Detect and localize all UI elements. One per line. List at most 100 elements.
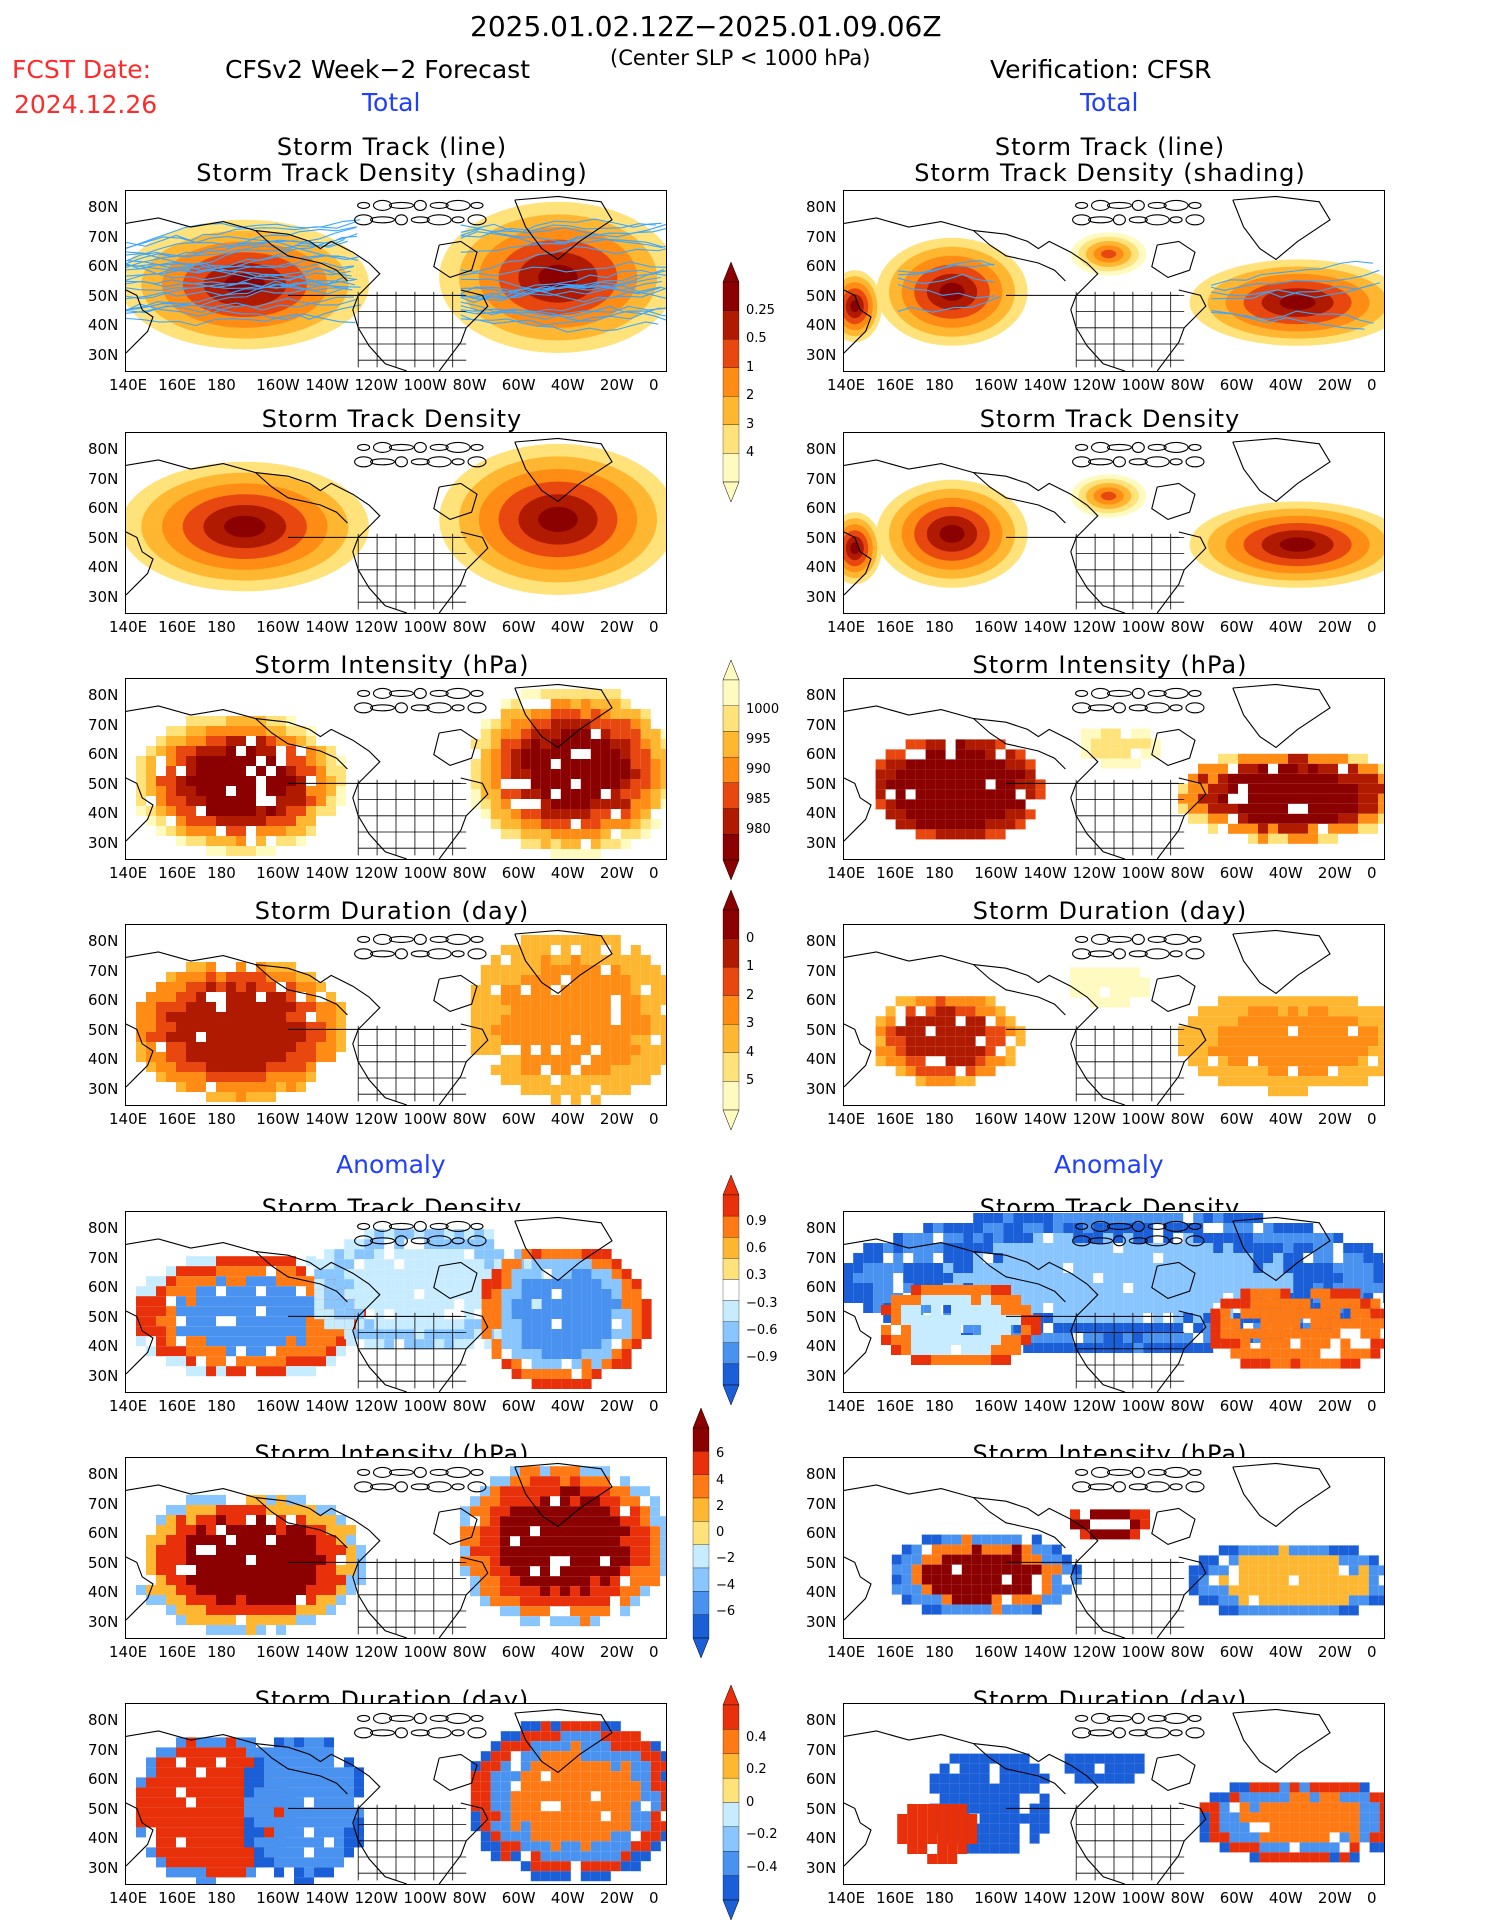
lon-tick-label: 140W [305, 864, 349, 882]
lon-tick-label: 120W [354, 618, 398, 636]
colorbar-arrow-top [722, 1174, 740, 1196]
colorbar-swatch [722, 705, 740, 732]
colorbar-swatch [722, 909, 740, 939]
lon-tick-label: 20W [1317, 1397, 1352, 1415]
lon-tick-label: 180 [925, 1643, 954, 1661]
lat-tick-label: 30N [88, 833, 119, 852]
lon-tick-label: 160W [256, 376, 300, 394]
colorbar-swatch [692, 1614, 710, 1639]
lon-tick-label: 140E [827, 864, 866, 882]
lat-tick-label: 60N [88, 1770, 119, 1788]
lon-tick-label: 60W [501, 864, 536, 882]
lon-tick-label: 60W [1219, 1110, 1254, 1128]
density-shading [844, 270, 882, 343]
left-column-title: CFSv2 Week−2 Forecast [225, 55, 530, 84]
lon-tick-label: 80W [452, 864, 487, 882]
colorbar-swatch [722, 338, 740, 368]
lat-tick-label: 60N [88, 991, 119, 1009]
colorbar-swatch [722, 834, 740, 861]
lon-tick-label: 100W [1121, 1889, 1165, 1907]
lon-tick-label: 140W [1023, 618, 1067, 636]
colorbar-label: 4 [746, 1044, 755, 1060]
lat-tick-label: 30N [806, 587, 837, 606]
title-intensity-right: Storm Intensity (hPa) [972, 651, 1248, 679]
colorbar-swatch [692, 1427, 710, 1452]
lat-tick-label: 50N [806, 528, 837, 547]
lon-tick-label: 140E [109, 376, 148, 394]
lon-tick-label: 40W [1268, 1110, 1303, 1128]
state-borders [1006, 779, 1185, 856]
panel-track-forecast [125, 190, 667, 372]
lon-tick-label: 160W [974, 1889, 1018, 1907]
lon-tick-label: 20W [1317, 618, 1352, 636]
colorbar-label: 0 [746, 930, 755, 946]
title-track-line-left: Storm Track (line) [276, 133, 508, 161]
density-shading [1070, 232, 1147, 276]
lon-tick-label: 100W [403, 1643, 447, 1661]
colorbar-swatch [722, 367, 740, 397]
colorbar-swatch [722, 1237, 740, 1259]
lon-tick-label: 100W [403, 376, 447, 394]
colorbar-arrow-bottom [722, 1899, 740, 1921]
colorbar-label: 3 [746, 1016, 755, 1032]
colorbar-swatch [692, 1521, 710, 1545]
lon-tick-label: 100W [403, 1889, 447, 1907]
right-column-title: Verification: CFSR [990, 55, 1212, 84]
lat-tick-label: 60N [88, 499, 119, 517]
lon-tick-label: 40W [550, 618, 585, 636]
lon-tick-label: 20W [1317, 1643, 1352, 1661]
lon-tick-label: 180 [207, 376, 236, 394]
colorbar-swatch [722, 1802, 740, 1828]
lon-tick-label: 140W [305, 376, 349, 394]
colorbar-label: 0.5 [746, 331, 767, 347]
lon-tick-label: 40W [1268, 376, 1303, 394]
lat-tick-label: 50N [88, 1020, 119, 1039]
lon-tick-label: 140W [305, 1643, 349, 1661]
lon-tick-label: 140E [109, 1889, 148, 1907]
lon-tick-label: 80W [1170, 1110, 1205, 1128]
lon-tick-label: 140E [827, 618, 866, 636]
colorbar-label: −6 [716, 1603, 736, 1619]
lat-tick-label: 60N [806, 1524, 837, 1542]
colorbar-swatch [722, 1753, 740, 1779]
lat-tick-label: 80N [806, 686, 837, 704]
lon-tick-label: 160W [974, 618, 1018, 636]
lon-tick-label: 80W [452, 1643, 487, 1661]
colorbar-label: 4 [746, 445, 755, 461]
anomaly-cells [470, 1721, 666, 1882]
lon-tick-label: 80W [452, 618, 487, 636]
colorbar-swatch [722, 1052, 740, 1082]
duration-cells [1178, 996, 1384, 1097]
lat-tick-label: 50N [88, 1307, 119, 1326]
lon-tick-label: 160E [876, 864, 915, 882]
colorbar-arrow-top [692, 1407, 710, 1429]
intensity-cells [470, 689, 666, 859]
lon-tick-label: 40W [1268, 1397, 1303, 1415]
lon-tick-label: 180 [207, 618, 236, 636]
colorbar-label: 980 [746, 822, 771, 837]
lat-tick-label: 60N [806, 1770, 837, 1788]
subtitle: (Center SLP < 1000 hPa) [610, 46, 871, 70]
title-intensity-left: Storm Intensity (hPa) [254, 651, 530, 679]
colorbar-label: −0.6 [746, 1322, 778, 1338]
panel-density-forecast [125, 432, 667, 614]
lat-tick-label: 50N [806, 1799, 837, 1818]
title-duration-left: Storm Duration (day) [254, 897, 530, 925]
lon-tick-label: 60W [1219, 376, 1254, 394]
lon-tick-label: 100W [1121, 1110, 1165, 1128]
lon-tick-label: 40W [550, 1889, 585, 1907]
lat-tick-label: 50N [806, 774, 837, 793]
lon-tick-label: 20W [599, 1397, 634, 1415]
density-shading [844, 512, 882, 585]
lon-tick-label: 60W [501, 376, 536, 394]
lon-tick-label: 80W [1170, 1643, 1205, 1661]
colorbar-density-anomaly: 0.9 0.6 0.3 −0.3 −0.6 −0.9 [722, 1174, 782, 1406]
lon-tick-label: 180 [207, 1643, 236, 1661]
colorbar-swatch [722, 808, 740, 835]
state-borders [288, 1804, 467, 1881]
lat-tick-label: 30N [806, 1858, 837, 1877]
lon-tick-label: 180 [925, 376, 954, 394]
colorbar-swatch [722, 1194, 740, 1217]
density-shading [1189, 501, 1384, 588]
duration-cells [1070, 967, 1150, 1008]
